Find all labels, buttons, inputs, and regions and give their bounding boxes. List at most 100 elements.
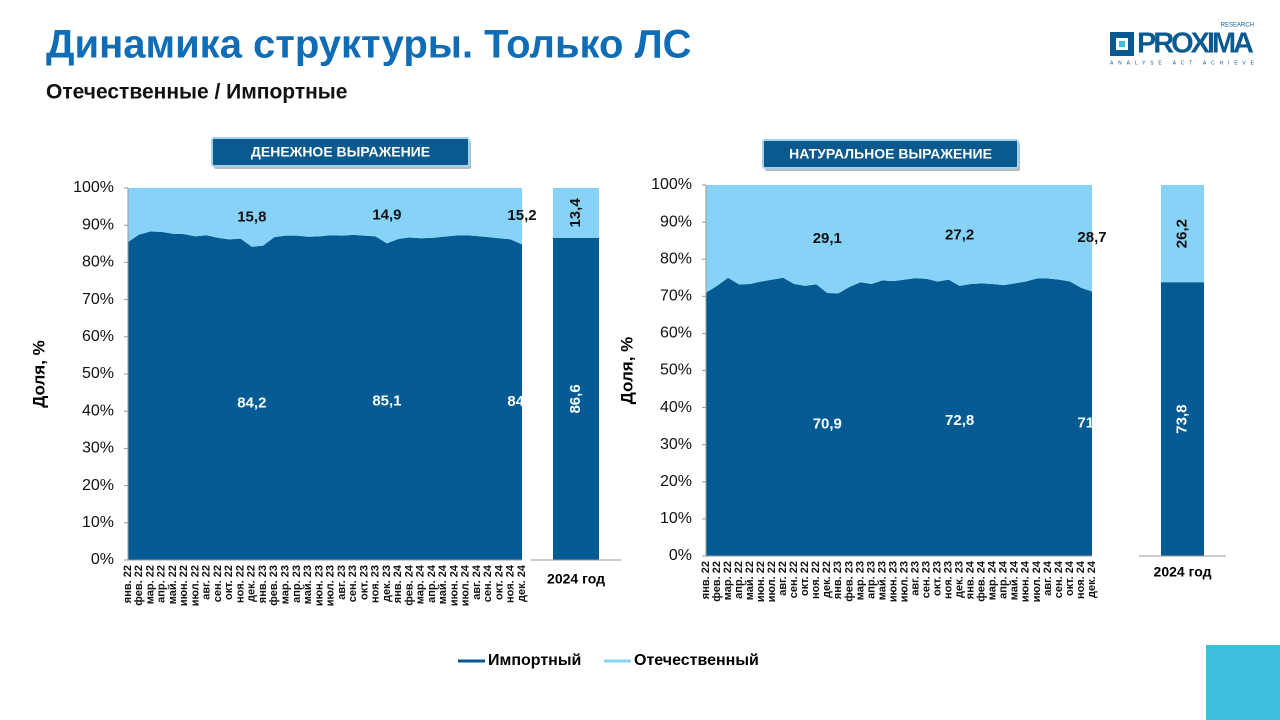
x-tick-label: фев. 24	[403, 564, 415, 606]
x-tick-label: дек. 24	[1086, 560, 1098, 598]
corner-decoration	[1206, 645, 1280, 720]
x-tick-label: сен. 22	[212, 565, 224, 602]
logo-square	[1119, 41, 1125, 47]
logo-tag: RESEARCH	[1221, 23, 1254, 29]
x-tick-label: авг. 22	[201, 565, 213, 600]
x-tick-label: дек. 23	[381, 565, 393, 602]
logo-motto: ANALYSE ACT ACHIEVE	[1110, 60, 1255, 66]
x-tick-label: фев. 23	[843, 561, 855, 602]
x-tick-label: ноя. 22	[234, 565, 246, 603]
y-tick-label: 90%	[82, 216, 114, 233]
y-tick-label: 100%	[651, 176, 692, 193]
x-tick-label: май. 22	[167, 565, 179, 604]
x-tick-label: июн. 22	[755, 561, 767, 602]
data-label: 27,2	[945, 226, 974, 243]
y-tick-label: 40%	[660, 399, 692, 416]
bar-label: 13,4	[567, 198, 584, 228]
x-tick-label: дек. 24	[516, 564, 528, 602]
x-tick-label: июн. 24	[448, 564, 460, 606]
x-tick-label: окт. 24	[1064, 560, 1076, 596]
x-tick-label: авг. 24	[471, 564, 483, 600]
y-tick-label: 50%	[82, 365, 114, 382]
badge-text: НАТУРАЛЬНОЕ ВЫРАЖЕНИЕ	[789, 146, 992, 162]
x-tick-label: июл. 24	[460, 564, 472, 606]
bar-label: 26,2	[1173, 219, 1190, 248]
bar	[1161, 185, 1204, 283]
y-tick-label: 10%	[660, 510, 692, 527]
x-tick-label: янв. 22	[700, 561, 712, 599]
x-tick-label: сен. 23	[347, 565, 359, 602]
x-tick-label: ноя. 22	[810, 561, 822, 599]
x-tick-label: окт. 22	[799, 561, 811, 596]
area	[128, 231, 522, 561]
y-tick-label: 40%	[82, 402, 114, 419]
x-tick-label: май. 24	[437, 564, 449, 604]
x-tick-label: янв. 23	[832, 561, 844, 599]
x-tick-label: июн. 24	[1020, 560, 1032, 602]
x-tick-label: дек. 23	[954, 561, 966, 598]
x-tick-label: мар. 24	[987, 560, 999, 600]
data-label: 15,2	[507, 207, 536, 224]
y-tick-label: 0%	[91, 551, 114, 568]
x-tick-label: мар. 23	[854, 561, 866, 600]
y-tick-label: 60%	[82, 328, 114, 345]
x-tick-label: фев. 24	[976, 560, 988, 602]
x-tick-label: сен. 22	[788, 561, 800, 598]
x-tick-label: апр. 22	[156, 565, 168, 603]
data-label: 71,3	[1077, 415, 1106, 432]
y-tick-label: 30%	[82, 440, 114, 457]
y-tick-label: 80%	[660, 250, 692, 267]
x-tick-label: сен. 24	[482, 564, 494, 602]
bar-category: 2024 год	[547, 571, 605, 587]
x-tick-label: сен. 23	[920, 561, 932, 598]
x-tick-label: авг. 24	[1042, 560, 1054, 596]
x-tick-label: июн. 23	[313, 565, 325, 606]
data-label: 84,2	[237, 394, 266, 411]
x-tick-label: окт. 24	[493, 564, 505, 600]
logo: PROXIMA RESEARCH ANALYSE ACT ACHIEVE	[1110, 23, 1255, 66]
y-tick-label: 80%	[82, 254, 114, 271]
legend-label: Отечественный	[634, 652, 759, 669]
area	[128, 188, 522, 247]
x-tick-label: апр. 24	[426, 564, 438, 603]
x-tick-label: май. 23	[876, 561, 888, 600]
x-tick-label: авг. 22	[777, 561, 789, 596]
bar	[553, 188, 599, 238]
x-tick-label: апр. 22	[733, 561, 745, 599]
data-label: 29,1	[813, 230, 842, 247]
x-tick-label: ноя. 24	[1075, 560, 1087, 599]
x-tick-label: мар. 22	[144, 565, 156, 604]
y-tick-label: 20%	[82, 477, 114, 494]
x-tick-label: фев. 23	[268, 565, 280, 606]
x-tick-label: сен. 24	[1053, 560, 1065, 598]
y-tick-label: 20%	[660, 473, 692, 490]
data-label: 28,7	[1077, 229, 1106, 246]
x-tick-label: июл. 23	[325, 565, 337, 606]
bar	[553, 237, 599, 560]
x-tick-label: янв. 23	[257, 565, 269, 603]
x-tick-label: окт. 22	[223, 565, 235, 600]
subtitle: Отечественные / Импортные	[46, 81, 347, 104]
x-tick-label: мар. 22	[722, 561, 734, 600]
data-label: 85,1	[372, 393, 401, 410]
x-tick-label: май. 23	[302, 565, 314, 604]
logo-name: PROXIMA	[1137, 28, 1254, 60]
x-tick-label: авг. 23	[909, 561, 921, 596]
x-tick-label: июн. 23	[887, 561, 899, 602]
x-tick-label: окт. 23	[358, 565, 370, 600]
x-tick-label: фев. 22	[711, 561, 723, 602]
badge-text: ДЕНЕЖНОЕ ВЫРАЖЕНИЕ	[251, 144, 430, 160]
x-tick-label: янв. 22	[122, 565, 134, 603]
badge	[211, 137, 470, 167]
y-tick-label: 100%	[73, 179, 114, 196]
area	[706, 277, 1092, 556]
x-tick-label: ноя. 24	[505, 564, 517, 603]
bar	[1161, 282, 1204, 556]
y-axis-label: Доля, %	[617, 337, 636, 405]
bar-label: 73,8	[1173, 404, 1190, 433]
data-label: 84,8	[507, 393, 536, 410]
x-tick-label: июл. 22	[189, 565, 201, 606]
x-tick-label: апр. 24	[998, 560, 1010, 599]
y-tick-label: 0%	[669, 547, 692, 564]
